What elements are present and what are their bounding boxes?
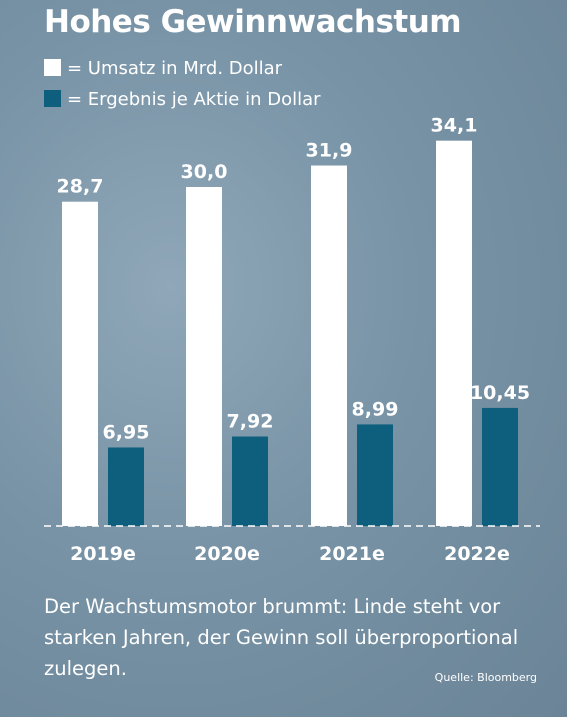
x-tick-label-2020e: 2020e [194,543,260,565]
legend-label-revenue: = Umsatz in Mrd. Dollar [67,58,283,79]
eps-value-label-2021e: 8,99 [352,398,399,420]
chart-title: Hohes Gewinnwachstum [44,4,462,40]
revenue-value-label-2020e: 30,0 [181,161,228,183]
legend-label-eps: = Ergebnis je Aktie in Dollar [67,89,321,110]
eps-value-label-2022e: 10,45 [470,382,530,404]
revenue-bar-2020e [186,187,222,526]
x-tick-label-2021e: 2021e [319,543,385,565]
source-note: Quelle: Bloomberg [434,671,537,684]
eps-value-label-2019e: 6,95 [103,421,150,443]
legend-swatch-revenue [44,59,61,76]
x-tick-label-2022e: 2022e [444,543,510,565]
eps-value-label-2020e: 7,92 [227,411,274,433]
revenue-bar-2021e [311,165,347,526]
legend-item-eps: = Ergebnis je Aktie in Dollar [44,89,321,110]
eps-bar-2020e [232,436,268,526]
eps-bar-2022e [482,407,518,526]
revenue-bar-2022e [436,140,472,527]
revenue-value-label-2019e: 28,7 [57,176,104,198]
eps-bar-2019e [108,447,144,526]
revenue-bar-2019e [62,201,98,526]
eps-bar-2021e [357,424,393,526]
revenue-value-label-2022e: 34,1 [431,115,478,137]
revenue-value-label-2021e: 31,9 [306,140,353,162]
x-tick-label-2019e: 2019e [70,543,136,565]
legend-item-revenue: = Umsatz in Mrd. Dollar [44,58,282,79]
chart-caption: Der Wachstumsmotor brummt: Linde steht v… [44,595,519,680]
legend-swatch-eps [44,90,61,107]
